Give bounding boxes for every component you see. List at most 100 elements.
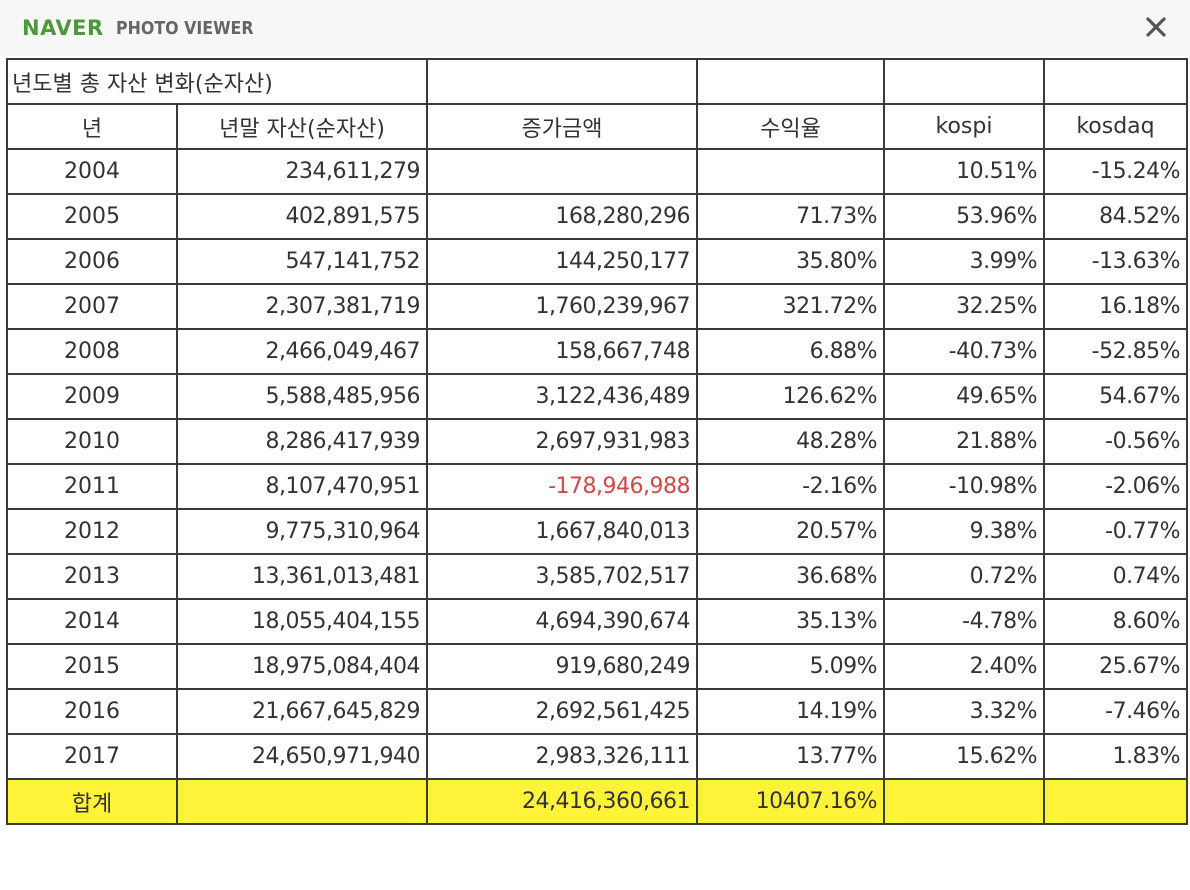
kospi-cell: 9.38%	[883, 508, 1045, 555]
kospi-cell: 21.88%	[883, 418, 1045, 465]
increase-cell	[426, 148, 698, 195]
photo-content: 년도별 총 자산 변화(순자산) 년 년말 자산(순자산) 증가금액 수익율 k…	[6, 58, 1188, 825]
return-cell: 6.88%	[696, 328, 885, 375]
kospi-cell: 53.96%	[883, 193, 1045, 240]
total-increase-cell: 24,416,360,661	[426, 778, 698, 825]
kospi-cell: 15.62%	[883, 733, 1045, 780]
assets-cell: 234,611,279	[176, 148, 428, 195]
header-kosdaq: kosdaq	[1043, 103, 1188, 150]
assets-cell: 18,055,404,155	[176, 598, 428, 645]
year-cell: 2017	[6, 733, 178, 780]
increase-cell: 158,667,748	[426, 328, 698, 375]
table-row: 2016 21,667,645,829 2,692,561,425 14.19% 3.3…	[6, 688, 1188, 735]
kospi-cell: 0.72%	[883, 553, 1045, 600]
table-row: 2010 8,286,417,939 2,697,931,983 48.28% 21.8…	[6, 418, 1188, 465]
increase-cell: 144,250,177	[426, 238, 698, 285]
return-cell: 126.62%	[696, 373, 885, 420]
assets-cell: 13,361,013,481	[176, 553, 428, 600]
table-row: 2004 234,611,279 10.51% -15.24%	[6, 148, 1188, 195]
total-kosdaq-cell	[1043, 778, 1188, 825]
year-cell: 2009	[6, 373, 178, 420]
header-return: 수익율	[696, 103, 885, 150]
empty-cell	[1043, 58, 1188, 105]
table-row: 2013 13,361,013,481 3,585,702,517 36.68% 0.7…	[6, 553, 1188, 600]
header-assets: 년말 자산(순자산)	[176, 103, 428, 150]
increase-cell: 1,760,239,967	[426, 283, 698, 330]
assets-cell: 5,588,485,956	[176, 373, 428, 420]
increase-cell: 2,697,931,983	[426, 418, 698, 465]
return-cell: 35.13%	[696, 598, 885, 645]
return-cell: 71.73%	[696, 193, 885, 240]
assets-cell: 8,107,470,951	[176, 463, 428, 510]
year-cell: 2004	[6, 148, 178, 195]
viewer-title: PHOTO VIEWER	[115, 17, 254, 39]
assets-cell: 24,650,971,940	[176, 733, 428, 780]
header-year: 년	[6, 103, 178, 150]
kospi-cell: 3.99%	[883, 238, 1045, 285]
assets-cell: 547,141,752	[176, 238, 428, 285]
kospi-cell: 10.51%	[883, 148, 1045, 195]
total-kospi-cell	[883, 778, 1045, 825]
year-cell: 2016	[6, 688, 178, 735]
kosdaq-cell: -13.63%	[1043, 238, 1188, 285]
kospi-cell: -10.98%	[883, 463, 1045, 510]
year-cell: 2015	[6, 643, 178, 690]
return-cell: 14.19%	[696, 688, 885, 735]
header-row: 년 년말 자산(순자산) 증가금액 수익율 kospi kosdaq	[6, 103, 1188, 150]
year-cell: 2005	[6, 193, 178, 240]
kosdaq-cell: -0.56%	[1043, 418, 1188, 465]
year-cell: 2006	[6, 238, 178, 285]
assets-cell: 2,307,381,719	[176, 283, 428, 330]
assets-cell: 402,891,575	[176, 193, 428, 240]
table-row: 2008 2,466,049,467 158,667,748 6.88% -40.73%…	[6, 328, 1188, 375]
return-cell: 5.09%	[696, 643, 885, 690]
table-row: 2005 402,891,575 168,280,296 71.73% 53.96% 84…	[6, 193, 1188, 240]
return-cell: 35.80%	[696, 238, 885, 285]
table-row: 2015 18,975,084,404 919,680,249 5.09% 2.40% 2…	[6, 643, 1188, 690]
kosdaq-cell: 84.52%	[1043, 193, 1188, 240]
close-icon[interactable]	[1142, 13, 1170, 41]
year-cell: 2008	[6, 328, 178, 375]
increase-cell: 3,122,436,489	[426, 373, 698, 420]
return-cell: 321.72%	[696, 283, 885, 330]
table-row: 2014 18,055,404,155 4,694,390,674 35.13% -4.…	[6, 598, 1188, 645]
table-title: 년도별 총 자산 변화(순자산)	[6, 58, 428, 105]
table-row: 2009 5,588,485,956 3,122,436,489 126.62% 49.…	[6, 373, 1188, 420]
empty-cell	[883, 58, 1045, 105]
return-cell: 36.68%	[696, 553, 885, 600]
year-cell: 2007	[6, 283, 178, 330]
year-cell: 2014	[6, 598, 178, 645]
kospi-cell: -4.78%	[883, 598, 1045, 645]
kospi-cell: 2.40%	[883, 643, 1045, 690]
assets-cell: 8,286,417,939	[176, 418, 428, 465]
naver-logo: NAVER	[22, 16, 104, 40]
empty-cell	[426, 58, 698, 105]
kosdaq-cell: 0.74%	[1043, 553, 1188, 600]
table-row: 2007 2,307,381,719 1,760,239,967 321.72% 32.…	[6, 283, 1188, 330]
table-row: 2017 24,650,971,940 2,983,326,111 13.77% 15.…	[6, 733, 1188, 780]
kospi-cell: 49.65%	[883, 373, 1045, 420]
kospi-cell: 32.25%	[883, 283, 1045, 330]
increase-cell: 4,694,390,674	[426, 598, 698, 645]
total-row: 합계 24,416,360,661 10407.16%	[6, 778, 1188, 825]
kosdaq-cell: -2.06%	[1043, 463, 1188, 510]
assets-cell: 18,975,084,404	[176, 643, 428, 690]
increase-cell: 168,280,296	[426, 193, 698, 240]
asset-table: 년도별 총 자산 변화(순자산) 년 년말 자산(순자산) 증가금액 수익율 k…	[6, 58, 1188, 825]
increase-cell: 2,983,326,111	[426, 733, 698, 780]
title-row: 년도별 총 자산 변화(순자산)	[6, 58, 1188, 105]
kosdaq-cell: -52.85%	[1043, 328, 1188, 375]
increase-cell: 919,680,249	[426, 643, 698, 690]
increase-cell: 1,667,840,013	[426, 508, 698, 555]
header-kospi: kospi	[883, 103, 1045, 150]
total-return-cell: 10407.16%	[696, 778, 885, 825]
table-row: 2012 9,775,310,964 1,667,840,013 20.57% 9.38…	[6, 508, 1188, 555]
kospi-cell: -40.73%	[883, 328, 1045, 375]
return-cell	[696, 148, 885, 195]
table-row: 2006 547,141,752 144,250,177 35.80% 3.99% -13…	[6, 238, 1188, 285]
kosdaq-cell: 25.67%	[1043, 643, 1188, 690]
increase-cell: 2,692,561,425	[426, 688, 698, 735]
kosdaq-cell: 16.18%	[1043, 283, 1188, 330]
return-cell: 13.77%	[696, 733, 885, 780]
year-cell: 2012	[6, 508, 178, 555]
